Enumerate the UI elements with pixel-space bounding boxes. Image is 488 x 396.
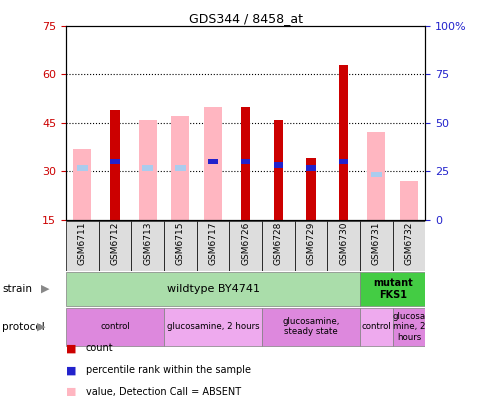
- FancyBboxPatch shape: [327, 221, 359, 271]
- Text: protocol: protocol: [2, 322, 45, 332]
- Bar: [370, 171, 381, 177]
- Text: strain: strain: [2, 284, 32, 294]
- FancyBboxPatch shape: [99, 221, 131, 271]
- Bar: [110, 159, 120, 164]
- Bar: [339, 159, 347, 164]
- Bar: [73, 148, 91, 220]
- Text: control: control: [100, 322, 130, 331]
- Text: GSM6731: GSM6731: [371, 221, 380, 265]
- FancyBboxPatch shape: [262, 308, 359, 346]
- Bar: [110, 110, 120, 220]
- Text: count: count: [85, 343, 113, 354]
- FancyBboxPatch shape: [131, 221, 163, 271]
- Text: glucosamine, 2 hours: glucosamine, 2 hours: [166, 322, 259, 331]
- Bar: [366, 132, 385, 220]
- Text: GSM6713: GSM6713: [143, 221, 152, 265]
- Text: GSM6730: GSM6730: [339, 221, 347, 265]
- Text: GSM6732: GSM6732: [404, 221, 413, 265]
- FancyBboxPatch shape: [163, 221, 196, 271]
- FancyBboxPatch shape: [359, 308, 392, 346]
- Bar: [77, 165, 87, 171]
- FancyBboxPatch shape: [163, 308, 262, 346]
- Text: value, Detection Call = ABSENT: value, Detection Call = ABSENT: [85, 387, 240, 396]
- FancyBboxPatch shape: [66, 221, 99, 271]
- FancyBboxPatch shape: [359, 221, 392, 271]
- FancyBboxPatch shape: [359, 272, 425, 306]
- Text: GSM6729: GSM6729: [306, 221, 315, 265]
- Bar: [203, 107, 222, 220]
- Text: ■: ■: [66, 365, 76, 375]
- Text: ▶: ▶: [37, 322, 45, 332]
- Text: glucosamine,
steady state: glucosamine, steady state: [282, 317, 339, 336]
- Text: wildtype BY4741: wildtype BY4741: [166, 284, 259, 294]
- Text: GSM6717: GSM6717: [208, 221, 217, 265]
- Text: GSM6726: GSM6726: [241, 221, 250, 265]
- FancyBboxPatch shape: [229, 221, 262, 271]
- Text: ■: ■: [66, 387, 76, 396]
- FancyBboxPatch shape: [392, 308, 425, 346]
- Title: GDS344 / 8458_at: GDS344 / 8458_at: [188, 11, 302, 25]
- Bar: [142, 165, 153, 171]
- Bar: [306, 165, 315, 171]
- FancyBboxPatch shape: [66, 308, 163, 346]
- Bar: [399, 181, 417, 220]
- Text: ▶: ▶: [41, 284, 49, 294]
- Bar: [306, 158, 315, 220]
- Bar: [171, 116, 189, 220]
- Text: glucosa
mine, 2
hours: glucosa mine, 2 hours: [392, 312, 425, 342]
- Text: control: control: [361, 322, 390, 331]
- Text: percentile rank within the sample: percentile rank within the sample: [85, 365, 250, 375]
- Text: mutant
FKS1: mutant FKS1: [372, 278, 412, 300]
- Bar: [139, 120, 156, 220]
- Text: GSM6711: GSM6711: [78, 221, 87, 265]
- FancyBboxPatch shape: [196, 221, 229, 271]
- FancyBboxPatch shape: [392, 221, 425, 271]
- Bar: [241, 159, 250, 164]
- FancyBboxPatch shape: [294, 221, 327, 271]
- Bar: [273, 162, 283, 168]
- Text: GSM6712: GSM6712: [110, 221, 119, 265]
- Text: ■: ■: [66, 343, 76, 354]
- FancyBboxPatch shape: [262, 221, 294, 271]
- Bar: [241, 107, 250, 220]
- FancyBboxPatch shape: [66, 272, 359, 306]
- Bar: [339, 65, 347, 220]
- Text: GSM6715: GSM6715: [176, 221, 184, 265]
- Text: GSM6728: GSM6728: [273, 221, 283, 265]
- Bar: [175, 165, 185, 171]
- Bar: [273, 120, 283, 220]
- Bar: [208, 159, 217, 164]
